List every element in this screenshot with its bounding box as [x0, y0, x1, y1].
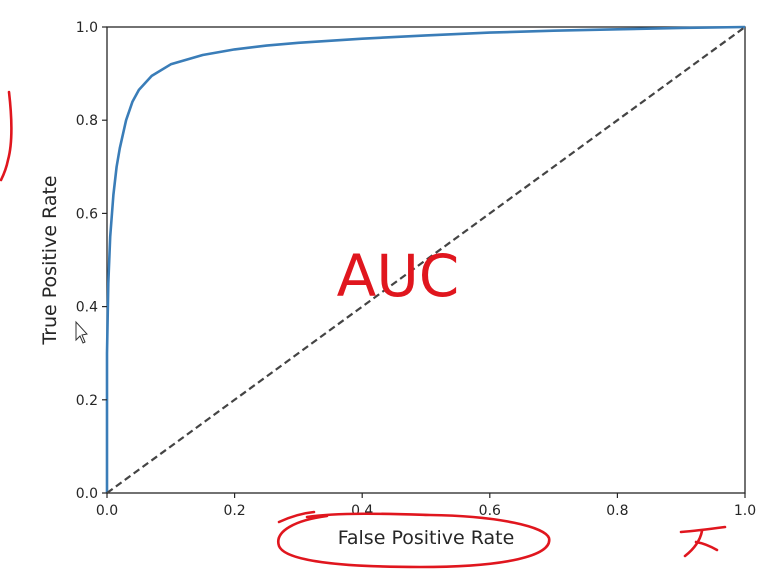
x-axis-label: False Positive Rate — [338, 527, 515, 549]
y-axis-label: True Positive Rate — [39, 175, 61, 345]
auc-annotation: AUC — [337, 242, 460, 310]
x-tick-label: 0.2 — [223, 503, 245, 519]
y-tick-label: 0.0 — [76, 486, 98, 502]
y-ticks: 0.0 0.2 0.4 0.6 0.8 1.0 — [76, 20, 107, 502]
x-tick-label: 0.4 — [351, 503, 373, 519]
x-tick-label: 0.0 — [96, 503, 118, 519]
plot-frame — [106, 26, 746, 494]
x-tick-label: 1.0 — [734, 503, 756, 519]
x-tick-label: 0.6 — [479, 503, 501, 519]
x-tick-label: 0.8 — [606, 503, 628, 519]
mouse-cursor-icon — [75, 320, 88, 344]
red-tick-mark — [277, 510, 316, 524]
roc-curve-line — [105, 25, 746, 493]
red-arrow-mark — [679, 525, 727, 558]
y-tick-label: 1.0 — [76, 20, 98, 36]
y-tick-label: 0.2 — [76, 393, 98, 409]
y-tick-label: 0.6 — [76, 206, 98, 222]
series-layer — [105, 25, 746, 494]
red-bracket-mark — [0, 90, 13, 182]
y-tick-label: 0.4 — [76, 300, 98, 316]
red-ellipse-mark — [277, 512, 551, 569]
y-tick-label: 0.8 — [76, 113, 98, 129]
